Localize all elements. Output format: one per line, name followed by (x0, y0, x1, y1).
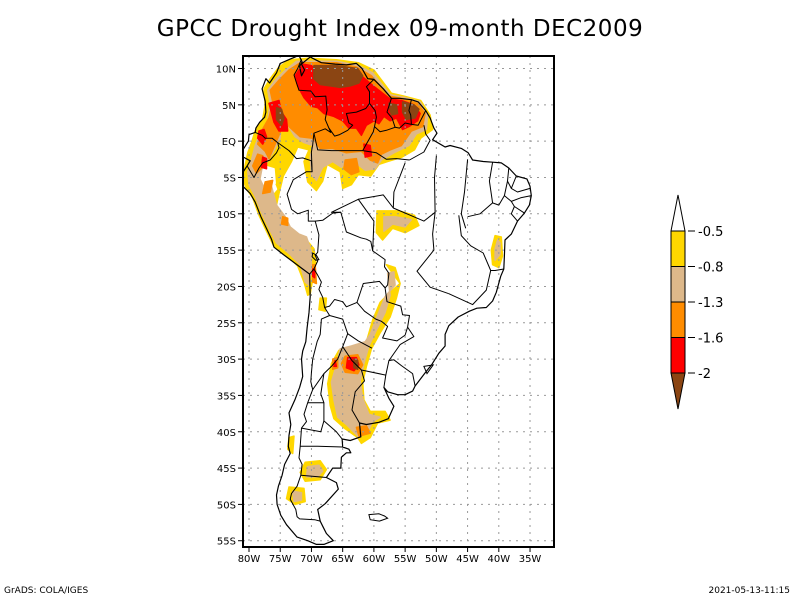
y-tick-label: 5N (222, 101, 236, 112)
country-border (411, 110, 427, 126)
country-border (362, 126, 375, 151)
drought-shading (243, 57, 504, 506)
country-border (323, 402, 343, 440)
coastline-and-borders (243, 56, 532, 546)
country-border (510, 206, 518, 222)
y-tick-label: 35S (217, 391, 236, 402)
grads-credit: GrADS: COLA/IGES (4, 586, 89, 596)
legend-label: -1.3 (698, 296, 723, 311)
y-tick-label: 10S (217, 210, 236, 221)
country-border (301, 420, 325, 433)
legend-swatch-4 (670, 337, 686, 374)
country-border (293, 58, 332, 172)
grid-lines (243, 56, 554, 547)
y-tick-label: 25S (217, 319, 236, 330)
drought-region-level-4 (256, 128, 268, 145)
y-tick-label: 20S (217, 282, 236, 293)
lake-or-island (423, 364, 435, 375)
y-tick-label: 5S (223, 173, 236, 184)
country-border (300, 445, 343, 448)
x-tick-label: 70W (300, 554, 323, 565)
country-border (312, 346, 344, 390)
y-tick-label: EQ (222, 137, 236, 148)
country-border (388, 326, 415, 361)
country-border (330, 198, 375, 251)
drought-region-level-3 (343, 157, 360, 176)
y-tick-label: 30S (217, 355, 236, 366)
x-tick-label: 35W (519, 554, 542, 565)
country-border (416, 155, 449, 295)
x-tick-label: 55W (394, 554, 417, 565)
lake-or-island (368, 513, 389, 522)
y-tick-label: 50S (217, 500, 236, 511)
y-tick-label: 15S (217, 246, 236, 257)
legend-swatch-3 (670, 301, 686, 338)
x-tick-label: 65W (331, 554, 354, 565)
drought-region-level-5 (401, 101, 420, 121)
x-tick-label: 40W (487, 554, 510, 565)
x-tick-label: 80W (238, 554, 261, 565)
legend-label: -2 (698, 367, 711, 382)
country-border (369, 98, 396, 133)
country-border (356, 287, 410, 342)
drought-region-level-3 (251, 153, 264, 174)
x-tick-label: 50W (425, 554, 448, 565)
y-tick-label: 55S (217, 537, 236, 548)
country-border (307, 373, 325, 404)
legend-triangle-top (670, 194, 686, 232)
plot-frame (242, 55, 555, 548)
country-border (409, 125, 431, 161)
lake-or-island (311, 252, 320, 261)
legend-triangle-bottom (670, 372, 686, 410)
country-border (300, 474, 327, 478)
x-axis-ticks: 80W 75W 70W 65W 60W 55W 50W 45W 40W 35W (238, 547, 542, 565)
drought-region-level-3 (280, 215, 289, 227)
colorbar-legend: -0.5 -0.8 -1.3 -1.6 -2 (670, 194, 723, 410)
country-border (507, 175, 517, 189)
legend-swatch-1 (670, 230, 686, 267)
drought-region-level-2 (305, 464, 324, 478)
legend-label: -0.5 (698, 225, 723, 240)
drought-region-level-2 (291, 490, 303, 503)
x-tick-label: 75W (269, 554, 292, 565)
country-border (393, 207, 436, 222)
y-tick-label: 40S (217, 428, 236, 439)
country-border (504, 195, 532, 202)
country-border (458, 215, 504, 271)
y-tick-label: 10N (216, 65, 236, 76)
country-border (351, 369, 365, 424)
country-border (328, 79, 375, 137)
country-border (448, 270, 492, 306)
drought-region-level-5 (313, 64, 364, 89)
y-tick-label: 45S (217, 464, 236, 475)
country-border (492, 167, 510, 206)
country-border (511, 187, 531, 193)
legend-label: -0.8 (698, 261, 723, 276)
country-border (313, 133, 410, 161)
chart-title: GPCC Drought Index 09-month DEC2009 (156, 16, 644, 42)
country-border (460, 159, 469, 229)
coastline (243, 56, 532, 546)
drought-region-level-5 (388, 102, 399, 116)
x-tick-label: 60W (363, 554, 386, 565)
y-axis-ticks: 10N 5N EQ 5S 10S 15S 20S 25S 30S 35S 40S 45S 50S 55S (216, 65, 243, 548)
drought-region-level-2 (383, 215, 413, 232)
x-tick-label: 45W (456, 554, 479, 565)
timestamp: 2021-05-13-11:15 (708, 586, 791, 596)
drought-region-level-3 (261, 179, 274, 195)
drought-region-level-2 (330, 271, 396, 439)
drought-region-level-5 (275, 106, 285, 126)
country-border (246, 131, 280, 178)
country-border (510, 201, 525, 214)
legend-label: -1.6 (698, 332, 723, 347)
country-border (467, 162, 494, 218)
country-border (383, 359, 416, 388)
legend-swatch-2 (670, 266, 686, 303)
country-border (342, 333, 386, 376)
drought-region-level-4 (363, 143, 373, 158)
